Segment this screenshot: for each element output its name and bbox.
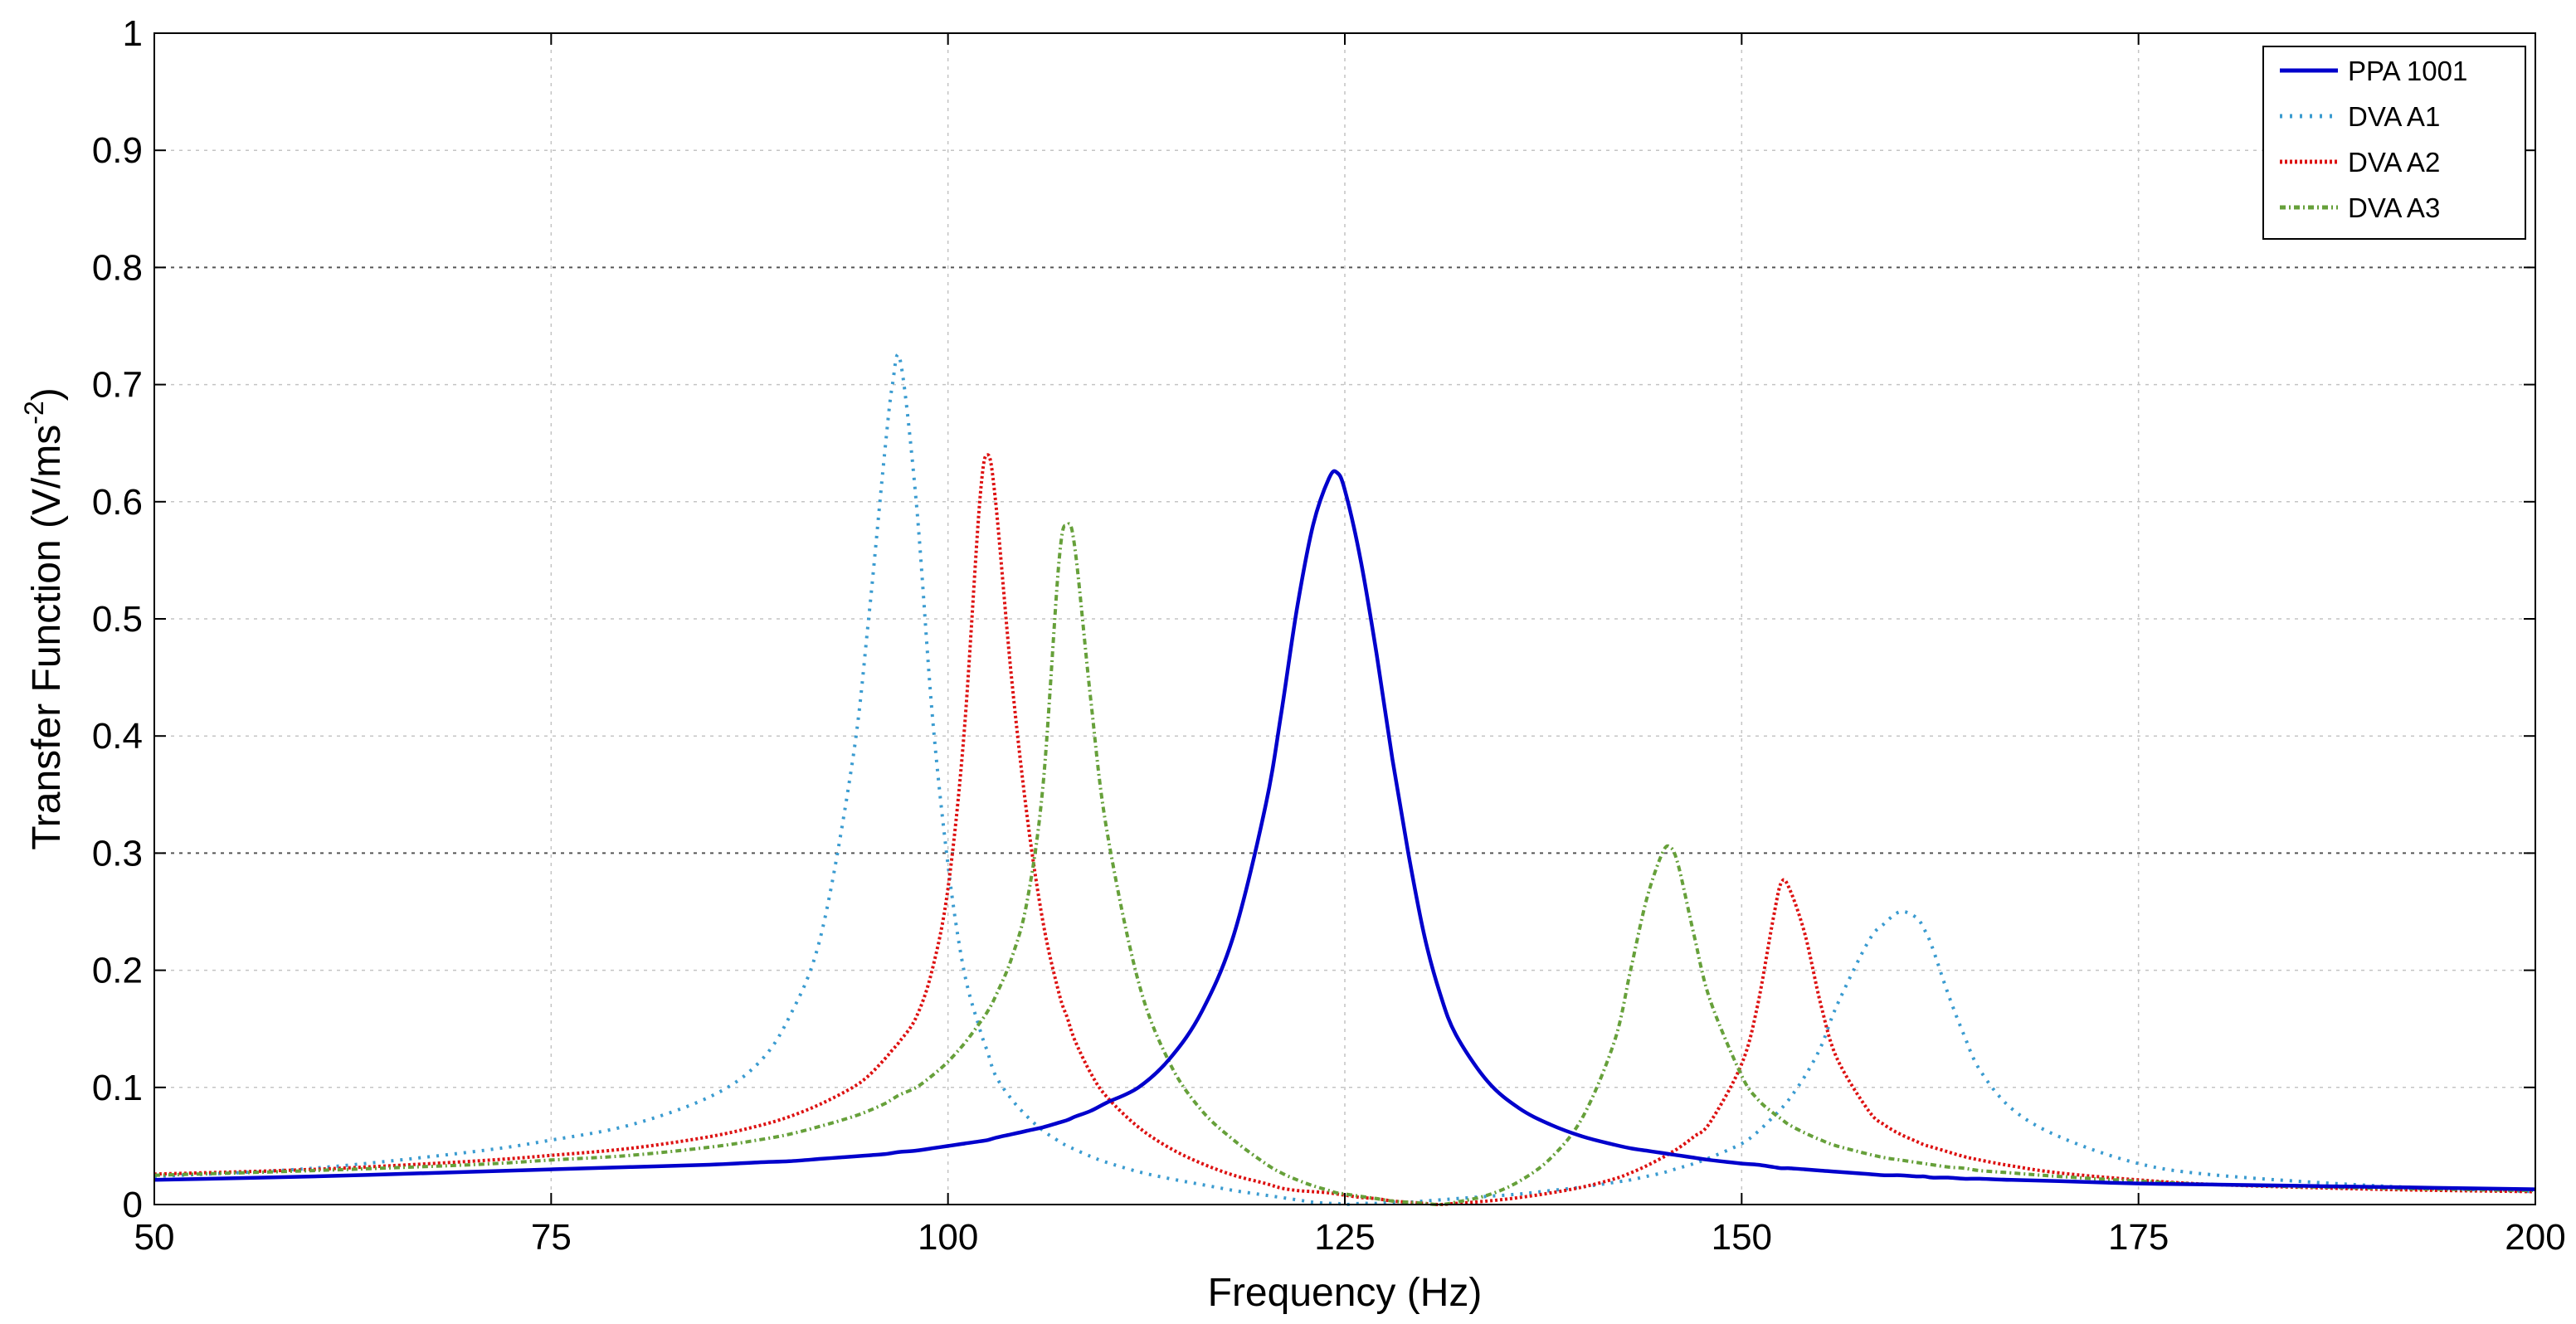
x-tick-label: 125 xyxy=(1314,1217,1375,1258)
legend-box xyxy=(2262,46,2526,240)
legend-label-dva-a2: DVA A2 xyxy=(2348,147,2440,178)
y-axis-title-close: ) xyxy=(25,387,69,401)
x-tick-label: 75 xyxy=(531,1217,572,1258)
series-line-ppa-1001 xyxy=(153,469,2536,1191)
y-axis-title-exponent: -2 xyxy=(19,401,49,424)
x-tick-label: 50 xyxy=(134,1217,175,1258)
y-tick-label: 0.3 xyxy=(92,833,143,874)
series-line-dva-a2 xyxy=(153,453,2536,1206)
y-tick-label: 0.6 xyxy=(92,482,143,523)
x-tick-label: 200 xyxy=(2505,1217,2565,1258)
grid xyxy=(154,33,2535,1205)
x-tick-label: 175 xyxy=(2108,1217,2169,1258)
y-tick-label: 0.2 xyxy=(92,951,143,991)
y-tick-label: 1 xyxy=(123,13,143,54)
y-tick-label: 0.5 xyxy=(92,599,143,640)
x-axis-title: Frequency (Hz) xyxy=(1208,1271,1483,1315)
y-tick-label: 0.4 xyxy=(92,716,143,757)
x-tick-label: 100 xyxy=(918,1217,978,1258)
legend-label-dva-a3: DVA A3 xyxy=(2348,192,2440,223)
series-lines xyxy=(153,353,2536,1207)
y-tick-label: 0.1 xyxy=(92,1068,143,1108)
axis-ticks: 50 75 100 125 150 175 200 0 0.1 0.2 0.3 0.4 0.5 0.6 0.… xyxy=(92,13,2566,1258)
legend-label-ppa-1001: PPA 1001 xyxy=(2348,56,2467,86)
y-tick-label: 0.7 xyxy=(92,365,143,406)
y-axis-title-main: Transfer Function (V/ms xyxy=(25,425,69,850)
y-tick-label: 0.8 xyxy=(92,247,143,288)
y-tick-label: 0 xyxy=(123,1185,143,1225)
legend: PPA 1001 DVA A1 DVA A2 DVA A3 xyxy=(2262,46,2526,240)
y-tick-label: 0.9 xyxy=(92,130,143,171)
x-tick-label: 150 xyxy=(1712,1217,1772,1258)
legend-label-dva-a1: DVA A1 xyxy=(2348,101,2440,132)
y-axis-title: Transfer Function (V/ms-2) xyxy=(19,387,69,849)
